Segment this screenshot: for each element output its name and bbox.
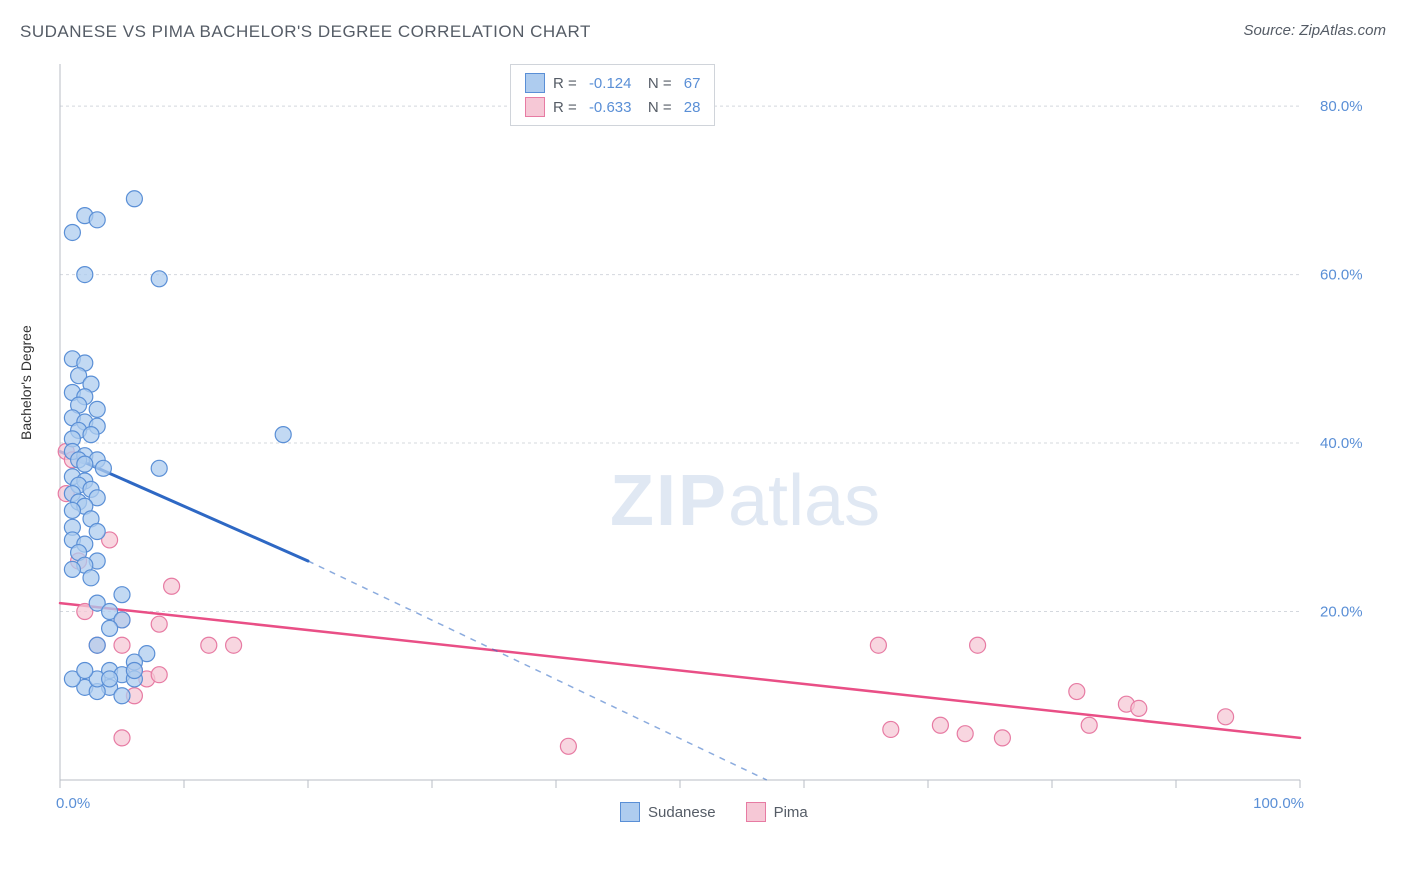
swatch-pima-icon <box>746 802 766 822</box>
chart-title: SUDANESE VS PIMA BACHELOR'S DEGREE CORRE… <box>20 22 591 42</box>
swatch-sudanese <box>525 73 545 93</box>
svg-text:100.0%: 100.0% <box>1253 795 1304 812</box>
scatter-plot: 20.0% 40.0% 60.0% 80.0% 0.0% 100.0% R = -0.12… <box>50 60 1380 820</box>
svg-text:80.0%: 80.0% <box>1320 98 1363 115</box>
r-value-sudanese: -0.124 <box>589 75 632 92</box>
svg-text:60.0%: 60.0% <box>1320 267 1363 284</box>
n-value-sudanese: 67 <box>684 75 701 92</box>
y-axis-label: Bachelor's Degree <box>18 325 34 440</box>
svg-text:0.0%: 0.0% <box>56 795 90 812</box>
legend-label-pima: Pima <box>774 804 808 821</box>
legend-item-pima: Pima <box>746 802 808 822</box>
source-label: Source: ZipAtlas.com <box>1243 22 1386 39</box>
stats-row-sudanese: R = -0.124 N = 67 <box>525 71 700 95</box>
r-value-pima: -0.633 <box>589 99 632 116</box>
series-legend: Sudanese Pima <box>620 802 808 822</box>
swatch-pima <box>525 97 545 117</box>
svg-text:20.0%: 20.0% <box>1320 604 1363 621</box>
stats-row-pima: R = -0.633 N = 28 <box>525 95 700 119</box>
n-value-pima: 28 <box>684 99 701 116</box>
legend-label-sudanese: Sudanese <box>648 804 716 821</box>
legend-item-sudanese: Sudanese <box>620 802 716 822</box>
chart-canvas: 20.0% 40.0% 60.0% 80.0% 0.0% 100.0% <box>50 60 1380 820</box>
stats-legend: R = -0.124 N = 67 R = -0.633 N = 28 <box>510 64 715 126</box>
svg-text:40.0%: 40.0% <box>1320 435 1363 452</box>
swatch-sudanese-icon <box>620 802 640 822</box>
